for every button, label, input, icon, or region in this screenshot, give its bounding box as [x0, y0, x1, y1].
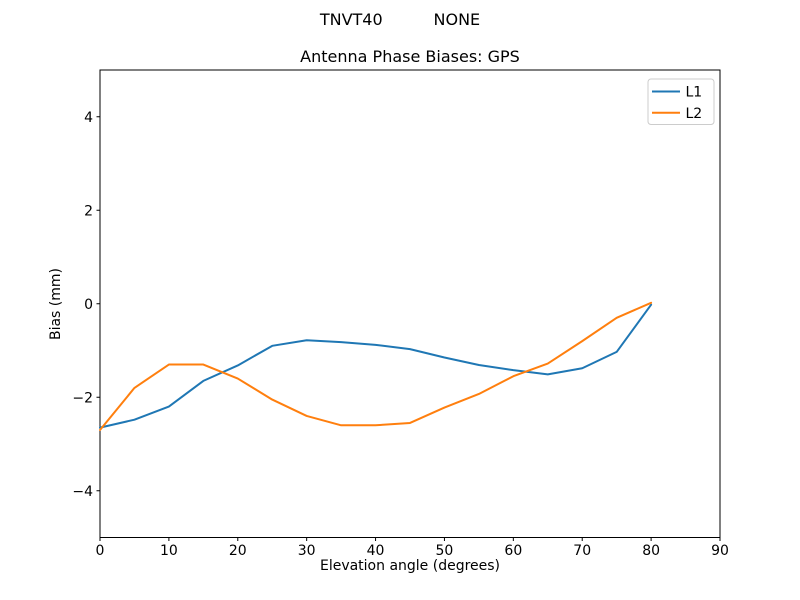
y-tick-label: −4: [72, 484, 93, 500]
legend-label-L2: L2: [686, 106, 703, 122]
x-axis-label: Elevation angle (degrees): [319, 558, 501, 574]
x-tick-label: 70: [573, 543, 591, 559]
x-tick-label: 30: [298, 543, 316, 559]
y-tick-label: 0: [84, 297, 93, 313]
figure-suptitle: TNVT40 NONE: [319, 10, 481, 29]
x-tick-label: 0: [96, 543, 105, 559]
x-tick-label: 40: [367, 543, 385, 559]
x-tick-label: 80: [642, 543, 660, 559]
chart-title: Antenna Phase Biases: GPS: [300, 47, 520, 66]
axes-frame: [99, 69, 721, 538]
x-tick-label: 60: [504, 543, 522, 559]
legend-box: [647, 78, 715, 125]
series-line-L1: [99, 303, 653, 429]
x-tick-label: 90: [711, 543, 729, 559]
y-tick-label: 4: [84, 110, 93, 126]
x-tick-label: 10: [160, 543, 178, 559]
y-tick-label: −2: [72, 390, 93, 406]
x-tick-label: 20: [229, 543, 247, 559]
series-line-L2: [99, 301, 653, 431]
x-tick-label: 50: [436, 543, 454, 559]
y-tick-label: 2: [84, 203, 93, 219]
legend-label-L1: L1: [686, 85, 703, 101]
